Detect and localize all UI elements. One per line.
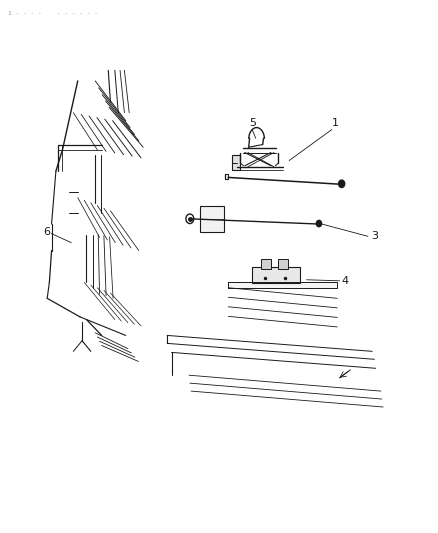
Text: 4: 4 (341, 276, 348, 286)
Bar (199, 206, 223, 232)
Text: 1 - - - -    - - - - - -: 1 - - - - - - - - - - (8, 11, 98, 16)
Bar (252, 266, 300, 284)
Text: 3: 3 (371, 231, 378, 241)
Bar (260, 259, 270, 269)
Circle shape (338, 180, 344, 188)
Circle shape (316, 220, 321, 227)
Text: 1: 1 (331, 118, 338, 127)
Text: 6: 6 (44, 227, 50, 237)
Bar (231, 155, 239, 170)
Text: 5: 5 (248, 118, 255, 127)
Polygon shape (228, 282, 336, 288)
Bar (278, 259, 287, 269)
